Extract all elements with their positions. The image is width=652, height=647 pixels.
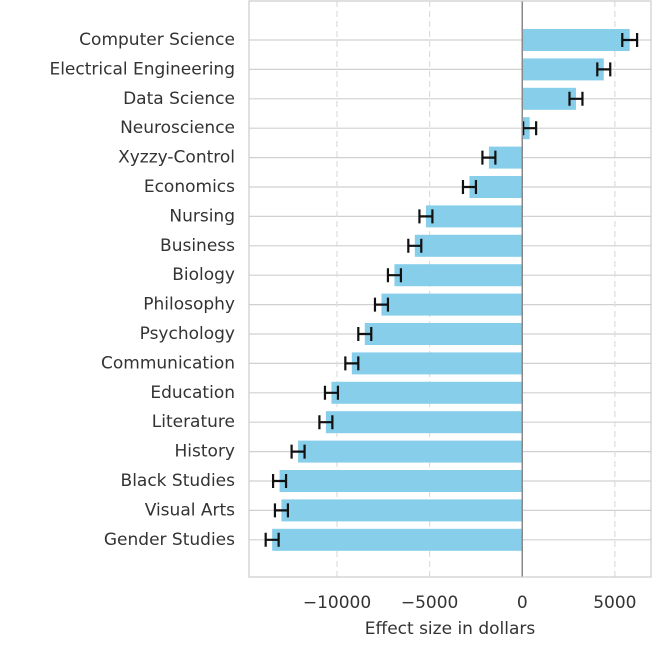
- error-bar: [290, 444, 306, 459]
- y-tick-label: Data Science: [123, 89, 235, 109]
- error-bar: [621, 33, 639, 47]
- y-tick-label: Business: [160, 236, 235, 256]
- bar: [522, 58, 604, 81]
- error-bar: [357, 327, 373, 341]
- error-bar: [264, 532, 280, 547]
- error-bar: [481, 150, 497, 165]
- y-tick-label: Computer Science: [79, 30, 235, 50]
- bar: [469, 176, 523, 198]
- bar: [364, 323, 523, 345]
- error-bar: [373, 297, 390, 312]
- bar: [298, 440, 523, 463]
- y-tick-label: Electrical Engineering: [49, 59, 235, 79]
- y-tick-label: Gender Studies: [104, 530, 235, 550]
- x-axis-label: Effect size in dollars: [365, 619, 536, 639]
- y-tick-label: Economics: [144, 177, 235, 197]
- bar: [394, 264, 523, 287]
- error-bar: [418, 209, 434, 224]
- y-tick-label: Visual Arts: [145, 500, 235, 520]
- error-bar: [461, 180, 478, 194]
- error-bar: [318, 415, 334, 430]
- y-tick-label: Biology: [172, 265, 235, 285]
- error-bar: [596, 62, 612, 77]
- error-bar: [271, 474, 288, 488]
- x-tick-label: −10000: [303, 593, 371, 613]
- x-tick-label: 0: [517, 593, 528, 613]
- y-tick-label: History: [175, 442, 235, 462]
- bar: [522, 29, 630, 51]
- error-bar: [568, 91, 584, 106]
- bar: [488, 146, 523, 169]
- y-tick-label: Black Studies: [121, 471, 236, 491]
- x-tick-label: 5000: [593, 593, 636, 613]
- y-tick-label: Philosophy: [143, 295, 235, 315]
- error-bar: [323, 385, 340, 400]
- error-bar: [386, 268, 403, 283]
- y-tick-label: Nursing: [169, 206, 235, 226]
- plot-frame: [248, 0, 652, 578]
- y-tick-label: Education: [150, 383, 235, 403]
- bar: [425, 205, 523, 228]
- y-tick-label: Communication: [101, 353, 235, 373]
- error-bar: [273, 503, 290, 518]
- error-bar: [344, 356, 360, 371]
- bar: [279, 470, 523, 492]
- bar: [331, 381, 523, 404]
- y-tick-label: Neuroscience: [120, 118, 235, 138]
- bar: [381, 293, 523, 316]
- bar: [272, 528, 523, 551]
- bar: [325, 411, 523, 434]
- bar: [351, 352, 523, 375]
- bar: [522, 87, 576, 110]
- x-tick-label: −5000: [401, 593, 459, 613]
- bar: [414, 234, 523, 257]
- y-tick-label: Xyzzy-Control: [118, 148, 235, 168]
- error-bar: [522, 121, 538, 136]
- bar: [281, 499, 523, 522]
- error-bar: [407, 238, 423, 253]
- y-tick-label: Literature: [152, 412, 235, 432]
- y-tick-label: Psychology: [140, 324, 235, 344]
